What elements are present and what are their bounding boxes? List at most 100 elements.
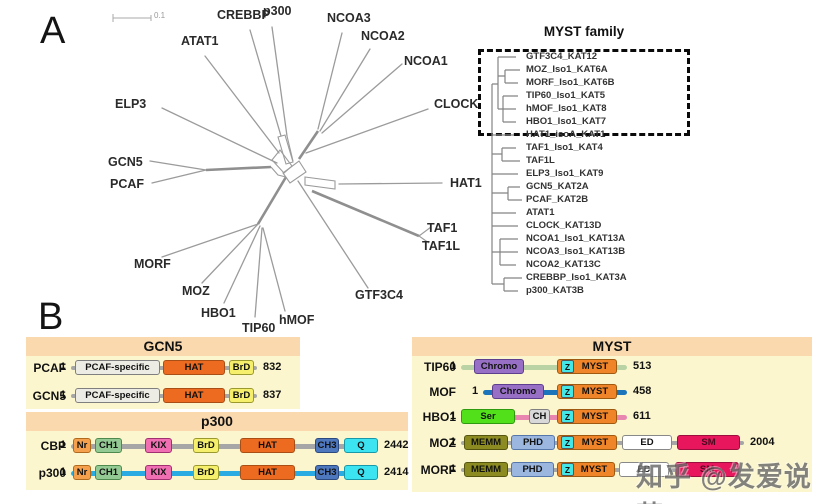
residue-start: 1 [472, 385, 479, 397]
taxon-label-ncoa3: NCOA3 [327, 11, 371, 25]
residue-start: 1 [60, 466, 67, 478]
taxon-label-hmof: hMOF [279, 313, 315, 327]
residue-end: 832 [263, 361, 282, 373]
taxon-label-p300: p300 [263, 4, 292, 18]
leaf-atat1: ATAT1 [526, 207, 555, 218]
domain-hat: HAT [240, 465, 295, 480]
taxon-label-moz: MOZ [182, 284, 210, 298]
domain-pcaf-specific: PCAF-specific [75, 388, 160, 403]
domain-ch1: CH1 [95, 438, 122, 453]
residue-end: 611 [633, 410, 651, 422]
domain-hat: HAT [163, 388, 225, 403]
domain-z-myst: Z MYST [557, 384, 617, 399]
domain-track: 1 PCAF-specific HAT BrD 832 [60, 358, 281, 378]
leaf-pcaf: PCAF_KAT2B [526, 194, 589, 205]
residue-end: 2414 [384, 466, 409, 478]
leaf-moz: MOZ_Iso1_KAT6A [526, 64, 608, 75]
domain-q: Q [344, 438, 378, 453]
leaf-gcn5: GCN5_KAT2A [526, 181, 589, 192]
domain-phd: PHD [511, 462, 554, 477]
protein-row-mof: MOF 1 Chromo Z MYST 458 [412, 382, 812, 402]
domain-z-myst: Z MYST [557, 409, 617, 424]
network-branches [149, 26, 443, 318]
domain-z: Z [561, 385, 574, 398]
domain-myst-label: MYST [581, 386, 609, 397]
protein-name: MORF [420, 463, 456, 477]
dendrogram-title: MYST family [543, 24, 625, 39]
taxon-label-morf: MORF [134, 257, 171, 271]
taxon-label-gtf3c4: GTF3C4 [355, 288, 403, 302]
watermark: 知乎 @发爱说药 [636, 462, 812, 504]
residue-start: 1 [60, 361, 67, 373]
network-reticulations [270, 134, 432, 244]
protein-name: MOF [429, 385, 456, 399]
gcn5-block-header: GCN5 [26, 337, 300, 356]
domain-ser: Ser [461, 409, 515, 424]
domain-sm: SM [675, 462, 739, 477]
protein-name: PCAF [33, 361, 66, 375]
taxon-label-tip60: TIP60 [242, 321, 276, 335]
domain-z-myst: Z MYST [557, 359, 617, 374]
taxon-label-crebbp: CREBBP [217, 8, 270, 22]
protein-row-moz: MOZ 1 MEMM PHD Z MYST ED SM 2004 [412, 433, 812, 453]
protein-row-cbp: CBP 1 Nr CH1 KIX BrD HAT CH3 Q 2442 [26, 436, 408, 456]
taxon-label-clock: CLOCK [434, 97, 479, 111]
domain-track: 1 PCAF-specific HAT BrD 837 [60, 386, 281, 406]
domain-kix: KIX [145, 438, 172, 453]
residue-end: 2004 [750, 436, 775, 448]
p300-block-header: p300 [26, 412, 408, 431]
domain-track: 1 Chromo Z MYST 458 [461, 382, 809, 402]
domain-ed: ED [622, 435, 672, 450]
protein-row-gcn5: GCN5 1 PCAF-specific HAT BrD 837 [26, 386, 300, 406]
protein-name: TIP60 [423, 360, 456, 374]
domain-z: Z [561, 463, 574, 476]
myst-block-header: MYST [412, 337, 812, 356]
domain-brd: BrD [193, 465, 219, 480]
domain-kix: KIX [145, 465, 172, 480]
protein-name: CBP [40, 439, 66, 453]
domain-ch: CH [529, 409, 550, 424]
domain-track: 1 Nr CH1 KIX BrD HAT CH3 Q 2414 [60, 463, 408, 483]
dendrogram: MYST family GTF3C4_KAT12 MOZ_Iso1_KAT6A … [478, 24, 740, 310]
taxon-label-hat1: HAT1 [450, 176, 482, 190]
protein-row-pcaf: PCAF 1 PCAF-specific HAT BrD 832 [26, 358, 300, 378]
domain-z-myst: Z MYST [557, 435, 617, 450]
residue-start: 1 [60, 389, 67, 401]
residue-start: 1 [450, 436, 457, 448]
domain-hat: HAT [240, 438, 295, 453]
leaf-taf1: TAF1_Iso1_KAT4 [526, 142, 603, 153]
leaf-hmof: hMOF_Iso1_KAT8 [526, 103, 607, 114]
domain-nr: Nr [73, 438, 91, 453]
leaf-morf: MORF_Iso1_KAT6B [526, 77, 615, 88]
domain-myst-label: MYST [581, 361, 609, 372]
leaf-gtf3c4: GTF3C4_KAT12 [526, 51, 598, 62]
domain-myst-label: MYST [580, 464, 608, 475]
residue-start: 1 [60, 439, 67, 451]
protein-backbone [71, 470, 378, 476]
taxon-label-atat1: ATAT1 [181, 34, 219, 48]
domain-sm: SM [677, 435, 740, 450]
domain-nr: Nr [73, 465, 91, 480]
protein-row-tip60: TIP60 1 Chromo Z MYST 513 [412, 357, 812, 377]
domain-memm: MEMM [464, 435, 508, 450]
protein-backbone [461, 364, 627, 370]
domain-brd: BrD [193, 438, 219, 453]
leaf-ncoa3: NCOA3_Iso1_KAT13B [526, 246, 626, 257]
domain-myst-label: MYST [581, 437, 609, 448]
leaf-ncoa1: NCOA1_Iso1_KAT13A [526, 233, 626, 244]
taxon-label-elp3: ELP3 [115, 97, 147, 111]
domain-track: 1 MEMM PHD Z MYST ED SM 2004 [450, 433, 809, 453]
scale-bar [112, 14, 152, 22]
domain-q: Q [344, 465, 378, 480]
domain-ch1: CH1 [95, 465, 122, 480]
taxon-label-pcaf: PCAF [110, 177, 145, 191]
domain-chromo: Chromo [474, 359, 524, 374]
leaf-crebbp: CREBBP_Iso1_KAT3A [526, 272, 627, 283]
domain-z-myst: Z MYST [557, 462, 615, 477]
leaf-hat1: HAT1_isoA_KAT1 [526, 129, 606, 140]
domain-z: Z [561, 410, 574, 423]
domain-myst-label: MYST [581, 411, 609, 422]
residue-start: 1 [450, 410, 457, 422]
leaf-tip60: TIP60_Iso1_KAT5 [526, 90, 606, 101]
